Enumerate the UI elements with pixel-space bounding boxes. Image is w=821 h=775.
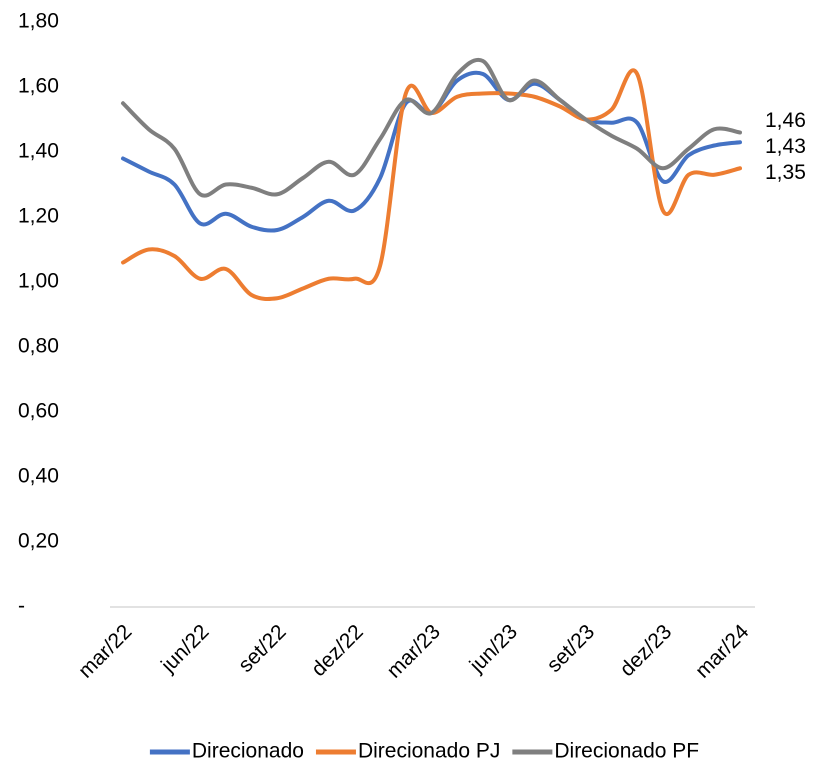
legend-label: Direcionado PF <box>554 740 699 763</box>
series-line <box>121 57 742 198</box>
y-tick-label: 1,40 <box>18 140 59 163</box>
legend-label: Direcionado <box>192 740 304 763</box>
x-tick-label: dez/23 <box>615 620 676 681</box>
data-label: 1,46 <box>765 109 806 132</box>
y-tick-label: 0,60 <box>18 400 59 423</box>
legend-label: Direcionado PJ <box>358 740 500 763</box>
y-tick-label: 0,20 <box>18 530 59 553</box>
x-tick-label: mar/24 <box>691 620 754 683</box>
x-tick-label: dez/22 <box>307 620 368 681</box>
x-tick-label: mar/22 <box>74 620 136 682</box>
y-tick-label: - <box>18 595 25 618</box>
y-tick-label: 1,80 <box>18 10 59 33</box>
y-tick-label: 1,20 <box>18 205 59 228</box>
data-label: 1,35 <box>765 161 806 184</box>
series-line <box>121 68 742 301</box>
y-tick-label: 1,00 <box>18 270 59 293</box>
y-tick-label: 0,80 <box>18 335 59 358</box>
x-tick-label: set/23 <box>542 620 599 677</box>
x-tick-label: set/22 <box>234 620 291 677</box>
x-tick-label: mar/23 <box>382 620 444 682</box>
x-tick-label: jun/23 <box>465 620 522 677</box>
y-tick-label: 0,40 <box>18 465 59 488</box>
x-tick-label: jun/22 <box>156 620 213 677</box>
series-line <box>121 70 742 233</box>
y-tick-label: 1,60 <box>18 75 59 98</box>
data-label: 1,43 <box>765 135 806 158</box>
